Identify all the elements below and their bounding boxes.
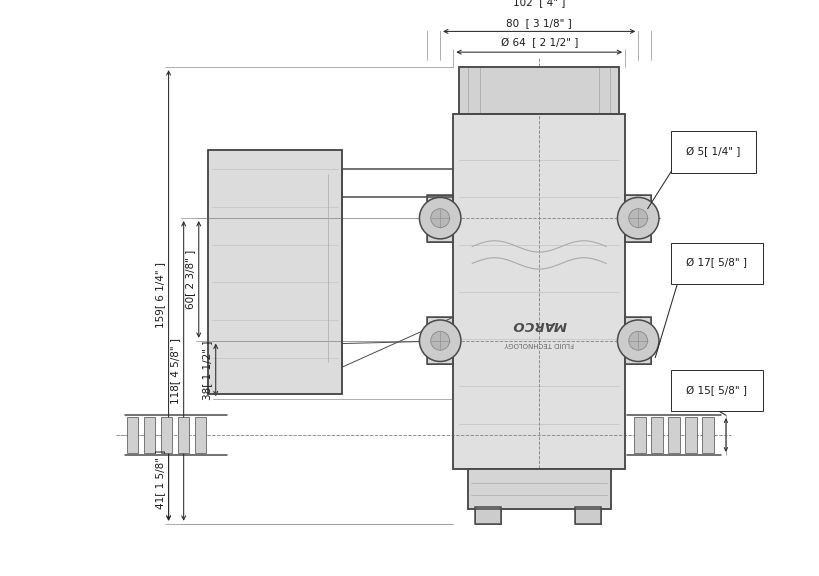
Text: 80  [ 3 1/8" ]: 80 [ 3 1/8" ] (505, 18, 572, 28)
Bar (453, 115, 624, 469)
Bar (702, 417, 713, 453)
Bar (574, 507, 600, 524)
Bar (634, 417, 645, 453)
Bar (467, 469, 610, 509)
Text: 102  [ 4" ]: 102 [ 4" ] (513, 0, 564, 7)
Bar (667, 417, 679, 453)
Circle shape (430, 331, 449, 350)
Circle shape (617, 198, 658, 239)
Text: Ø 17[ 5/8" ]: Ø 17[ 5/8" ] (686, 259, 746, 268)
Circle shape (419, 320, 460, 362)
Text: 41[ 1 5/8" ]: 41[ 1 5/8" ] (155, 450, 165, 509)
Text: MARCO: MARCO (511, 318, 566, 331)
Bar (685, 417, 696, 453)
Bar (459, 67, 618, 115)
Circle shape (430, 209, 449, 228)
Bar (650, 417, 662, 453)
Circle shape (617, 320, 658, 362)
Text: 60[ 2 3/8" ]: 60[ 2 3/8" ] (185, 250, 195, 309)
Bar (208, 150, 342, 393)
Text: 38[ 1 1/2" ]: 38[ 1 1/2" ] (201, 340, 211, 400)
Bar (178, 417, 189, 453)
Bar (161, 417, 172, 453)
Bar (427, 317, 453, 364)
Bar (427, 195, 453, 242)
Bar (624, 195, 650, 242)
Text: 118[ 4 5/8" ]: 118[ 4 5/8" ] (170, 338, 179, 404)
Text: FLUID TECHNOLOGY: FLUID TECHNOLOGY (504, 340, 573, 347)
Text: Ø 5[ 1/4" ]: Ø 5[ 1/4" ] (686, 147, 740, 157)
Text: Ø 15[ 5/8" ]: Ø 15[ 5/8" ] (686, 386, 746, 396)
Circle shape (628, 331, 647, 350)
Bar (127, 417, 138, 453)
Text: Ø 64  [ 2 1/2" ]: Ø 64 [ 2 1/2" ] (500, 38, 577, 48)
Text: 159[ 6 1/4" ]: 159[ 6 1/4" ] (155, 263, 165, 328)
Bar (624, 317, 650, 364)
Circle shape (628, 209, 647, 228)
Circle shape (419, 198, 460, 239)
Bar (474, 507, 501, 524)
Bar (195, 417, 206, 453)
Bar (144, 417, 155, 453)
